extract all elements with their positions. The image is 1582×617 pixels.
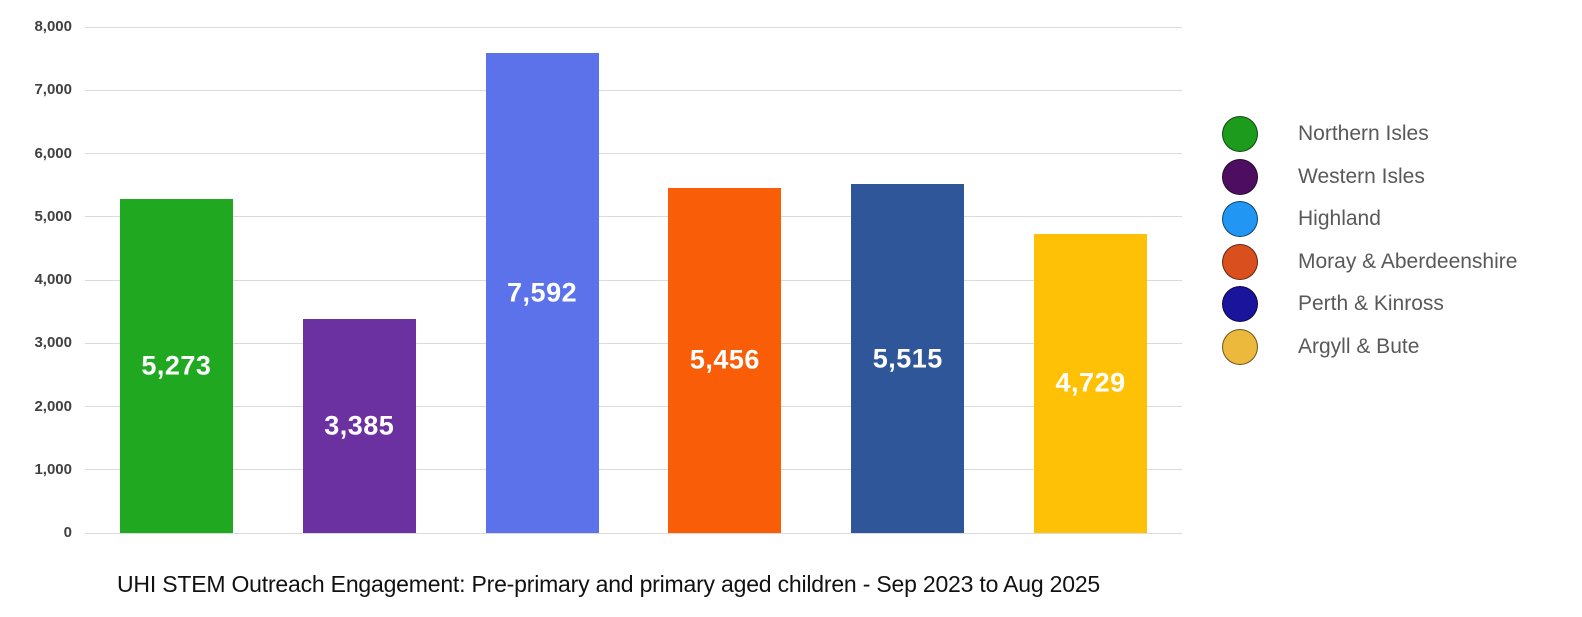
- y-axis-tick-label: 3,000: [34, 334, 72, 352]
- legend-label: Perth & Kinross: [1298, 292, 1444, 316]
- gridline-4000: [85, 279, 1182, 281]
- legend-item-moray-aberdeenshire[interactable]: Moray & Aberdeenshire: [1222, 241, 1517, 283]
- bar-value-label: 3,385: [324, 410, 395, 441]
- bar-value-label: 5,273: [141, 350, 212, 381]
- legend-color-swatch: [1222, 286, 1258, 323]
- legend-item-argyll-bute[interactable]: Argyll & Bute: [1222, 326, 1419, 368]
- bar-highland[interactable]: 7,592: [485, 52, 599, 533]
- y-axis-tick-label: 1,000: [34, 460, 72, 478]
- y-axis-tick-label: 8,000: [34, 18, 72, 35]
- legend-label: Argyll & Bute: [1298, 335, 1420, 358]
- bar-western-isles[interactable]: 3,385: [302, 318, 416, 533]
- legend-label: Moray & Aberdeenshire: [1298, 249, 1518, 273]
- bar-argyll-bute[interactable]: 4,729: [1034, 233, 1148, 533]
- bar-value-label: 5,456: [689, 344, 760, 375]
- legend-color-swatch: [1222, 158, 1258, 195]
- gridline-6000: [85, 153, 1182, 154]
- legend-label: Northern Isles: [1298, 122, 1429, 145]
- legend-item-western-isles[interactable]: Western Isles: [1222, 156, 1425, 198]
- legend-item-northern-isles[interactable]: Northern Isles: [1222, 113, 1429, 155]
- legend-color-swatch: [1222, 329, 1258, 365]
- legend-label: Highland: [1298, 207, 1381, 231]
- gridline-3000: [85, 342, 1182, 344]
- bar-value-label: 7,592: [507, 277, 578, 308]
- bar-moray-aberdeenshire[interactable]: 5,456: [668, 187, 782, 533]
- y-axis-tick-label: 4,000: [34, 271, 72, 288]
- legend-item-highland[interactable]: Highland: [1222, 198, 1381, 240]
- y-axis-tick-label: 6,000: [34, 144, 72, 162]
- y-axis-tick-label: 5,000: [34, 207, 72, 225]
- legend-label: Western Isles: [1298, 164, 1425, 188]
- bar-value-label: 4,729: [1055, 367, 1126, 398]
- legend-color-swatch: [1222, 243, 1258, 280]
- gridline-7000: [85, 89, 1182, 91]
- legend-item-perth-kinross[interactable]: Perth & Kinross: [1222, 283, 1444, 325]
- y-axis-tick-label: 7,000: [34, 81, 72, 99]
- gridline-0: [85, 532, 1182, 534]
- gridline-2000: [85, 406, 1182, 407]
- legend-color-swatch: [1222, 201, 1258, 238]
- bar-perth-kinross[interactable]: 5,515: [851, 184, 965, 533]
- chart-title: UHI STEM Outreach Engagement: Pre-primar…: [117, 571, 1101, 597]
- legend-color-swatch: [1222, 116, 1258, 152]
- gridline-5000: [85, 216, 1182, 218]
- y-axis-tick-label: 0: [63, 524, 72, 541]
- gridline-8000: [85, 26, 1182, 28]
- bar-northern-isles[interactable]: 5,273: [119, 199, 233, 533]
- bar-value-label: 5,515: [872, 343, 943, 374]
- gridline-1000: [85, 469, 1182, 471]
- y-axis-tick-label: 2,000: [34, 397, 72, 415]
- plot-area: 5,273 3,385 7,592 5,456 5,515 4,729: [85, 26, 1182, 534]
